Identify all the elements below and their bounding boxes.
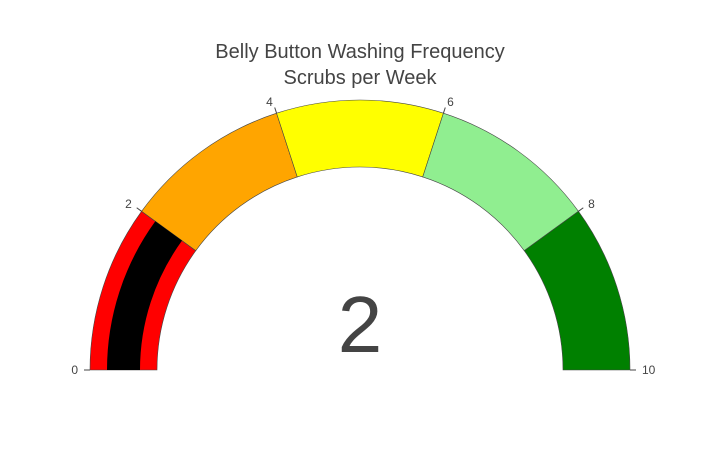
chart-title: Belly Button Washing Frequency: [215, 41, 504, 63]
gauge-step-2: [276, 99, 444, 178]
gauge-tick-8: [578, 207, 584, 212]
gauge-value-bar: [107, 221, 183, 370]
gauge-tick-2: [136, 207, 142, 212]
gauge-value-number: 2: [338, 280, 383, 369]
gauge-ticks: 0 2 4 6 8 10: [71, 95, 655, 377]
gauge-tick-label-10: 10: [642, 363, 656, 377]
gauge-tick-label-2: 2: [125, 197, 132, 211]
chart-subtitle: Scrubs per Week: [283, 67, 437, 89]
gauge-tick-label-4: 4: [266, 95, 273, 109]
gauge-value-bar-layer: [107, 221, 183, 370]
gauge-tick-label-0: 0: [71, 363, 78, 377]
gauge-tick-label-6: 6: [447, 95, 454, 109]
gauge-tick-label-8: 8: [588, 197, 595, 211]
gauge-tick-4: [274, 107, 278, 114]
gauge-tick-6: [442, 107, 446, 114]
